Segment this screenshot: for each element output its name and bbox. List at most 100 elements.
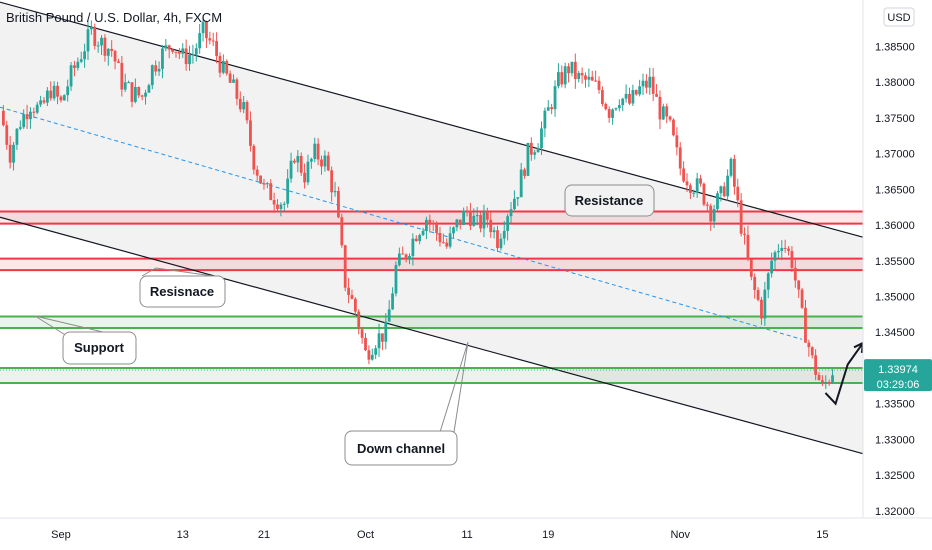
candle[interactable] [516,197,520,207]
candle[interactable] [106,47,110,66]
candle[interactable] [242,96,246,114]
candle[interactable] [174,51,178,58]
candle[interactable] [624,84,628,103]
candle[interactable] [208,31,212,45]
candle[interactable] [86,19,90,60]
candle[interactable] [394,261,398,297]
candle[interactable] [793,258,797,288]
candle[interactable] [89,20,93,35]
candle[interactable] [235,77,239,106]
candle[interactable] [215,32,218,64]
candle[interactable] [499,233,503,251]
candle[interactable] [601,86,604,107]
candle[interactable] [638,79,642,97]
candle[interactable] [458,219,462,230]
candle[interactable] [763,281,767,326]
candle[interactable] [147,83,151,93]
candle[interactable] [628,87,631,106]
candle[interactable] [645,74,648,94]
candle[interactable] [45,87,49,107]
candle[interactable] [787,246,790,256]
candle[interactable] [49,81,53,101]
projection-path[interactable] [824,342,864,406]
candle[interactable] [140,94,144,101]
candle[interactable] [56,81,59,105]
candle[interactable] [617,99,621,112]
candle[interactable] [489,211,493,238]
candle[interactable] [194,43,198,62]
candle[interactable] [766,272,770,299]
candle[interactable] [377,323,381,357]
candle[interactable] [807,339,811,357]
candle[interactable] [448,226,452,249]
candle[interactable] [123,73,127,92]
candle[interactable] [435,221,438,241]
candle[interactable] [452,226,455,238]
candle[interactable] [306,154,310,186]
candle[interactable] [425,216,428,240]
candle[interactable] [326,151,330,172]
candle[interactable] [401,246,405,255]
candle[interactable] [502,221,506,245]
candle[interactable] [282,201,286,211]
candle[interactable] [682,161,686,183]
candle[interactable] [800,287,804,310]
candle[interactable] [350,289,354,300]
candle[interactable] [370,348,374,361]
resisnace-callout[interactable]: Resisnace [139,267,226,308]
candle[interactable] [404,253,408,263]
candle[interactable] [255,165,259,181]
candle[interactable] [753,273,757,299]
candle[interactable] [39,95,43,108]
candle[interactable] [42,97,46,105]
candle[interactable] [198,23,202,54]
candle[interactable] [79,51,83,64]
candle[interactable] [790,246,794,272]
candle[interactable] [736,178,740,208]
candle[interactable] [387,300,391,322]
time-axis[interactable]: Sep 13 21 Oct 11 19 Nov 15 [0,517,932,541]
candle[interactable] [252,144,256,175]
candle[interactable] [201,15,205,42]
candle[interactable] [262,178,266,190]
candle[interactable] [364,332,367,352]
candle[interactable] [391,287,394,310]
candle[interactable] [367,345,371,365]
candle[interactable] [702,182,706,207]
candle[interactable] [238,91,242,113]
candle[interactable] [323,150,327,172]
candle[interactable] [719,185,723,202]
candle[interactable] [411,233,415,266]
candle[interactable] [279,202,283,217]
candle[interactable] [357,309,361,335]
candle[interactable] [177,48,181,60]
candle[interactable] [506,213,510,241]
candle[interactable] [340,213,344,248]
candle[interactable] [492,226,496,239]
candle[interactable] [729,157,733,178]
candle[interactable] [181,43,185,58]
candle[interactable] [73,60,76,77]
candle[interactable] [293,158,296,164]
candle[interactable] [313,137,317,163]
candle[interactable] [479,212,482,233]
down-channel-callout[interactable]: Down channel [344,341,469,466]
candle[interactable] [658,90,662,130]
candle[interactable] [689,183,692,200]
candle[interactable] [127,80,131,84]
candle[interactable] [496,225,499,252]
candle[interactable] [584,72,587,88]
candle[interactable] [756,287,760,302]
candle[interactable] [133,78,137,104]
candle[interactable] [408,253,411,265]
candle[interactable] [455,218,459,232]
candle[interactable] [587,68,591,88]
candle[interactable] [441,233,445,244]
candle[interactable] [5,120,9,150]
candle[interactable] [526,142,530,177]
candle[interactable] [726,169,730,201]
candle[interactable] [93,23,97,50]
candle[interactable] [218,52,222,78]
candle[interactable] [712,205,716,228]
candle[interactable] [563,62,567,89]
